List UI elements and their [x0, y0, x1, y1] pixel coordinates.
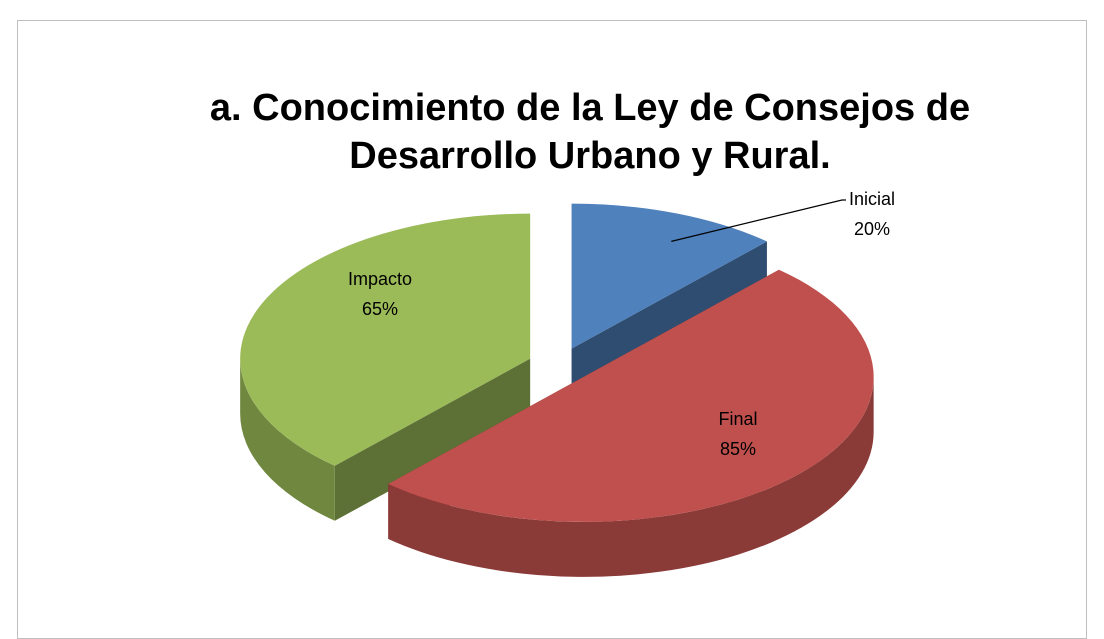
slice-top [571, 203, 767, 349]
leader-line [671, 199, 846, 242]
slice-wall [334, 358, 531, 521]
data-label-category: Impacto [348, 269, 412, 289]
data-label-value: 85% [720, 439, 756, 459]
slice [388, 269, 874, 577]
data-label-value: 20% [854, 219, 890, 239]
data-label-category: Final [718, 409, 757, 429]
data-label-category: Inicial [849, 189, 895, 209]
data-label-value: 65% [362, 299, 398, 319]
slice [240, 213, 531, 521]
slice-side [240, 358, 335, 521]
slice-top [388, 269, 874, 522]
slice-side [388, 376, 874, 577]
slice-top [240, 213, 531, 466]
chart-title: a. Conocimiento de la Ley de Consejos de… [209, 87, 971, 177]
